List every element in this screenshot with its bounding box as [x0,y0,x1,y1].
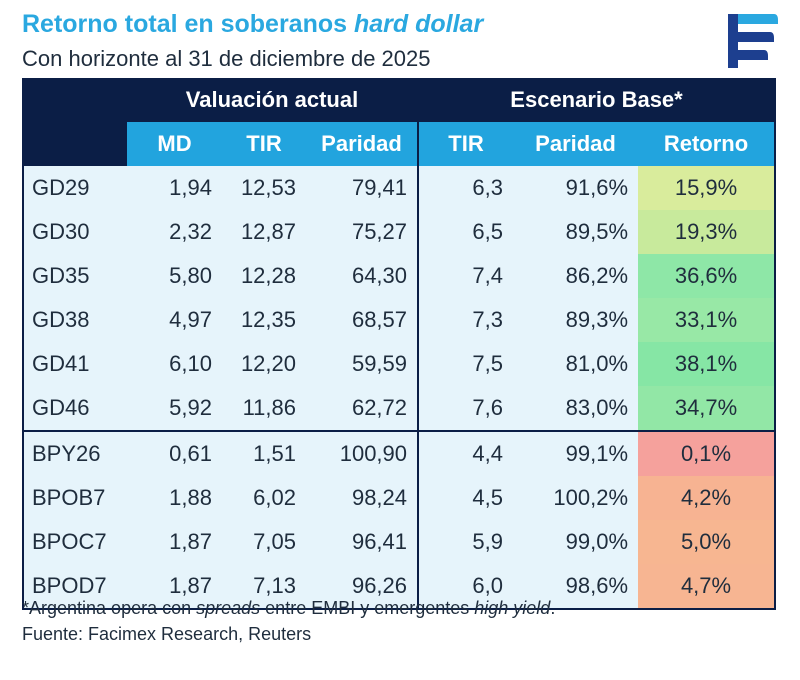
paridad-cell: 100,90 [306,430,419,476]
bond-cell: BPY26 [22,430,127,476]
tir-cell: 1,51 [222,430,306,476]
table-row: GD38 4,97 12,35 68,57 7,3 89,3% 33,1% [22,298,777,342]
bond-returns-table: Valuación actual Escenario Base* MD TIR … [22,78,777,610]
md-cell: 4,97 [127,298,222,342]
retorno-cell: 4,7% [638,564,777,610]
table-row: GD29 1,94 12,53 79,41 6,3 91,6% 15,9% [22,166,777,210]
retorno-cell: 4,2% [638,476,777,520]
tir-base-cell: 6,5 [417,210,514,254]
tir-base-cell: 6,3 [417,166,514,210]
table-row: BPOC7 1,87 7,05 96,41 5,9 99,0% 5,0% [22,520,777,564]
column-header-bond [22,122,127,166]
retorno-cell: 5,0% [638,520,777,564]
column-header-paridad: Paridad [306,122,419,166]
group-header-blank [22,78,127,122]
paridad-base-cell: 98,6% [513,564,639,610]
tir-cell: 12,20 [222,342,306,386]
retorno-cell: 15,9% [638,166,777,210]
bond-cell: GD46 [22,386,127,431]
retorno-cell: 36,6% [638,254,777,298]
tir-cell: 11,86 [222,386,306,431]
tir-base-cell: 7,3 [417,298,514,342]
tir-base-cell: 7,5 [417,342,514,386]
table-row: BPY26 0,61 1,51 100,90 4,4 99,1% 0,1% [22,430,777,476]
column-header-md: MD [127,122,222,166]
group-header-valuacion: Valuación actual [127,78,419,122]
md-cell: 5,80 [127,254,222,298]
bond-cell: GD30 [22,210,127,254]
table-row: GD41 6,10 12,20 59,59 7,5 81,0% 38,1% [22,342,777,386]
paridad-base-cell: 99,0% [513,520,639,564]
paridad-base-cell: 89,5% [513,210,639,254]
table-row: GD46 5,92 11,86 62,72 7,6 83,0% 34,7% [22,386,777,431]
column-header-paridad-base: Paridad [513,122,639,166]
md-cell: 0,61 [127,430,222,476]
md-cell: 6,10 [127,342,222,386]
column-header-tir-base: TIR [417,122,514,166]
retorno-cell: 33,1% [638,298,777,342]
paridad-cell: 68,57 [306,298,419,342]
bond-cell: GD29 [22,166,127,210]
table-row: BPOB7 1,88 6,02 98,24 4,5 100,2% 4,2% [22,476,777,520]
bond-cell: BPOD7 [22,564,127,610]
md-cell: 1,94 [127,166,222,210]
tir-cell: 7,05 [222,520,306,564]
footnote: *Argentina opera con spreads entre EMBI … [22,598,556,618]
paridad-base-cell: 91,6% [513,166,639,210]
paridad-base-cell: 89,3% [513,298,639,342]
tir-cell: 6,02 [222,476,306,520]
tir-cell: 12,87 [222,210,306,254]
paridad-cell: 75,27 [306,210,419,254]
retorno-cell: 0,1% [638,430,777,476]
paridad-cell: 96,41 [306,520,419,564]
paridad-base-cell: 100,2% [513,476,639,520]
paridad-cell: 59,59 [306,342,419,386]
md-cell: 2,32 [127,210,222,254]
md-cell: 5,92 [127,386,222,431]
paridad-cell: 98,24 [306,476,419,520]
paridad-cell: 64,30 [306,254,419,298]
table-row: BPOD7 1,87 7,13 96,26 6,0 98,6% 4,7% [22,564,777,610]
bond-cell: GD41 [22,342,127,386]
group-header-row: Valuación actual Escenario Base* [22,78,777,122]
paridad-cell: 79,41 [306,166,419,210]
tir-cell: 12,35 [222,298,306,342]
paridad-cell: 62,72 [306,386,419,431]
tir-base-cell: 7,4 [417,254,514,298]
source-note: Fuente: Facimex Research, Reuters [22,624,312,644]
tir-base-cell: 6,0 [417,564,514,610]
retorno-cell: 38,1% [638,342,777,386]
tir-base-cell: 5,9 [417,520,514,564]
table-row: GD30 2,32 12,87 75,27 6,5 89,5% 19,3% [22,210,777,254]
tir-cell: 12,53 [222,166,306,210]
md-cell: 1,87 [127,520,222,564]
tir-cell: 12,28 [222,254,306,298]
paridad-cell: 96,26 [306,564,419,610]
bond-cell: GD35 [22,254,127,298]
column-header-retorno: Retorno [638,122,777,166]
tir-cell: 7,13 [222,564,306,610]
bond-cell: GD38 [22,298,127,342]
retorno-cell: 19,3% [638,210,777,254]
bond-cell: BPOC7 [22,520,127,564]
retorno-cell: 34,7% [638,386,777,431]
column-header-row: MD TIR Paridad TIR Paridad Retorno [22,122,777,166]
paridad-base-cell: 86,2% [513,254,639,298]
md-cell: 1,88 [127,476,222,520]
report-title: Retorno total en soberanos hard dollar [22,10,484,38]
column-header-tir: TIR [222,122,306,166]
report-subtitle: Con horizonte al 31 de diciembre de 2025 [22,46,431,71]
bond-cell: BPOB7 [22,476,127,520]
table-row: GD35 5,80 12,28 64,30 7,4 86,2% 36,6% [22,254,777,298]
paridad-base-cell: 83,0% [513,386,639,431]
paridad-base-cell: 81,0% [513,342,639,386]
tir-base-cell: 7,6 [417,386,514,431]
tir-base-cell: 4,5 [417,476,514,520]
md-cell: 1,87 [127,564,222,610]
group-header-escenario: Escenario Base* [417,78,777,122]
facimex-logo-icon [728,14,778,68]
tir-base-cell: 4,4 [417,430,514,476]
paridad-base-cell: 99,1% [513,430,639,476]
